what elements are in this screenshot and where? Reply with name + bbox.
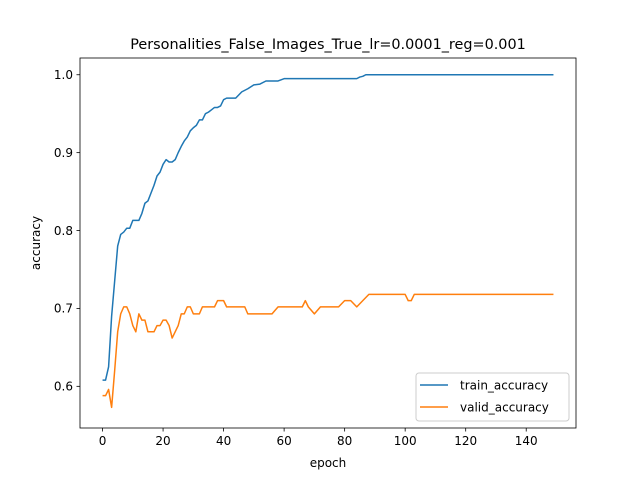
x-tick-label: 100 xyxy=(394,434,417,448)
chart-title: Personalities_False_Images_True_lr=0.000… xyxy=(130,37,526,53)
legend-box xyxy=(415,372,570,422)
legend-label-train-accuracy: train_accuracy xyxy=(460,379,548,393)
x-axis-label: epoch xyxy=(310,456,347,470)
series-line-valid-accuracy xyxy=(102,293,554,409)
x-axis-ticks: 0 20 40 60 80 100 120 140 xyxy=(99,428,538,448)
y-tick-label: 0.7 xyxy=(54,302,73,316)
plot-frame xyxy=(79,57,577,429)
legend: train_accuracy valid_accuracy xyxy=(415,372,570,422)
x-tick-label: 80 xyxy=(337,434,352,448)
plot-area xyxy=(80,58,576,428)
x-tick-label: 20 xyxy=(155,434,170,448)
x-tick-label: 120 xyxy=(454,434,477,448)
x-tick-label: 60 xyxy=(276,434,291,448)
y-tick-label: 0.9 xyxy=(54,146,73,160)
y-axis-ticks: 0.6 0.7 0.8 0.9 1.0 xyxy=(54,68,80,394)
y-axis-label: accuracy xyxy=(29,216,43,270)
legend-label-valid-accuracy: valid_accuracy xyxy=(460,401,549,415)
series-line-train-accuracy xyxy=(102,74,554,381)
series-layer xyxy=(102,74,554,409)
y-tick-label: 1.0 xyxy=(54,68,73,82)
x-tick-label: 40 xyxy=(216,434,231,448)
y-tick-label: 0.6 xyxy=(54,380,73,394)
x-tick-label: 140 xyxy=(515,434,538,448)
x-tick-label: 0 xyxy=(99,434,107,448)
y-tick-label: 0.8 xyxy=(54,224,73,238)
